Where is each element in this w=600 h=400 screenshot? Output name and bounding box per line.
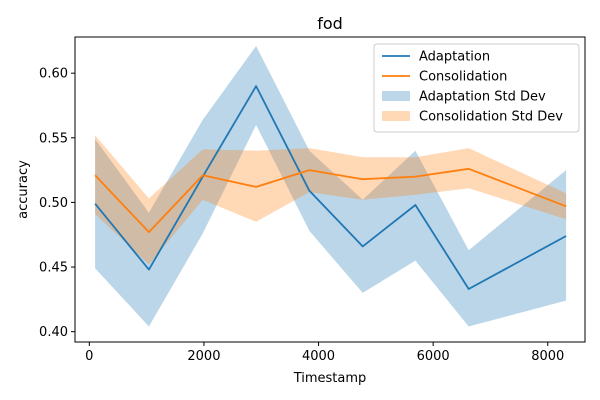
y-tick-label: 0.55 [39, 131, 68, 146]
x-tick-label: 4000 [302, 349, 335, 364]
x-axis-ticks: 0 2000 4000 6000 8000 [85, 342, 564, 364]
legend-label: Adaptation [419, 50, 490, 65]
y-tick-label: 0.50 [39, 196, 68, 211]
y-tick-label: 0.60 [39, 67, 68, 82]
series-lines [94, 85, 567, 290]
legend-swatch [382, 91, 410, 101]
legend-label: Adaptation Std Dev [419, 90, 546, 105]
legend: Adaptation Consolidation Adaptation Std De… [373, 43, 580, 133]
y-tick-label: 0.45 [39, 261, 68, 276]
y-tick-label: 0.40 [39, 325, 68, 340]
legend-box [373, 43, 580, 133]
legend-label: Consolidation Std Dev [419, 110, 563, 125]
x-tick-label: 6000 [417, 349, 450, 364]
y-axis-label: accuracy [16, 160, 31, 219]
x-tick-label: 2000 [187, 349, 220, 364]
plot-area-frame [74, 36, 586, 343]
x-tick-label: 8000 [531, 349, 564, 364]
x-axis-label: Timestamp [293, 371, 367, 386]
chart-title: fod [317, 14, 343, 33]
legend-label: Consolidation [419, 70, 507, 85]
x-tick-label: 0 [85, 349, 93, 364]
legend-swatch [382, 111, 410, 121]
std-dev-band-consolidation [95, 135, 567, 265]
y-axis-ticks: 0.40 0.45 0.50 0.55 0.60 [39, 67, 75, 340]
